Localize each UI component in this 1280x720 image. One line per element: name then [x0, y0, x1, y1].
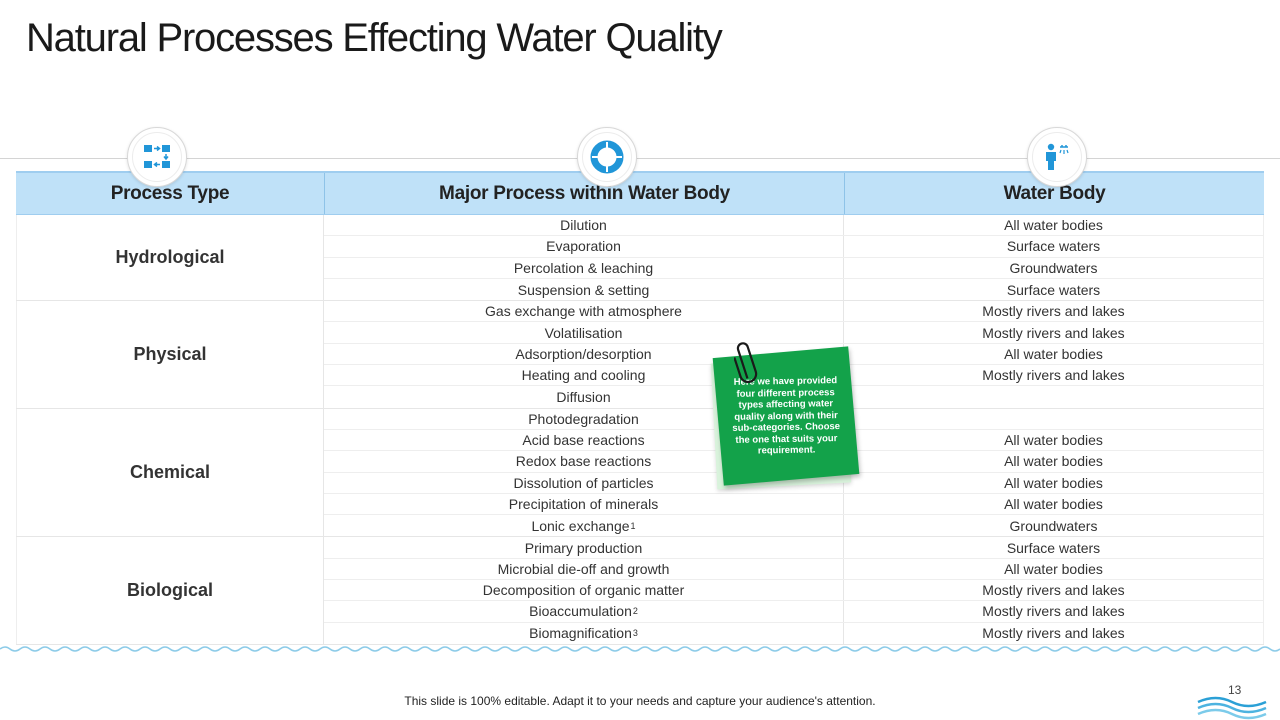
table-row: Decomposition of organic matter Mostly ri…	[324, 580, 1264, 602]
footer-text: This slide is 100% editable. Adapt it to…	[404, 694, 876, 708]
water-body-cell: Mostly rivers and lakes	[844, 322, 1264, 343]
table-body: Hydrological Dilution All water bodies Evap…	[16, 215, 1264, 645]
process-cell: Evaporation	[324, 236, 844, 257]
water-body-cell: All water bodies	[844, 429, 1264, 451]
table-row: Precipitation of minerals All water bodie…	[324, 493, 1264, 516]
process-cell: Volatilisation	[324, 322, 844, 343]
group-rows: Gas exchange with atmosphere Mostly river…	[324, 301, 1264, 408]
person-water-icon	[1027, 127, 1087, 187]
table-row: Percolation & leaching Groundwaters	[324, 257, 1264, 279]
water-body-cell: Mostly rivers and lakes	[844, 580, 1264, 601]
wave-logo-icon	[1197, 696, 1267, 720]
table-row: Suspension & setting Surface waters	[324, 278, 1264, 301]
process-cell: Lonic exchange 1	[324, 515, 844, 537]
process-cell: Percolation & leaching	[324, 257, 844, 278]
process-name: Adsorption/desorption	[515, 345, 652, 362]
process-name: Redox base reactions	[515, 453, 652, 470]
water-body-cell: Groundwaters	[844, 515, 1264, 537]
process-cell: Suspension & setting	[324, 278, 844, 301]
water-body-cell: Mostly rivers and lakes	[844, 622, 1264, 644]
water-body-cell: Mostly rivers and lakes	[844, 365, 1264, 386]
water-body-cell: Surface waters	[844, 537, 1264, 558]
table-row: Gas exchange with atmosphere Mostly river…	[324, 301, 1264, 323]
process-cell: Primary production	[324, 537, 844, 558]
water-body-cell: Mostly rivers and lakes	[844, 301, 1264, 322]
process-name: Bioaccumulation	[529, 603, 632, 620]
process-cell: Dilution	[324, 215, 844, 236]
water-quality-table: Process Type Major Process within Water …	[16, 171, 1264, 645]
process-name: Microbial die-off and growth	[497, 560, 670, 577]
header-process-type: Process Type	[110, 182, 230, 204]
process-name: Dissolution of particles	[513, 474, 654, 491]
group-physical: Physical Gas exchange with atmosphere Most…	[16, 301, 1264, 409]
table-row: Evaporation Surface waters	[324, 236, 1264, 258]
process-cell: Bioaccumulation 2	[324, 601, 844, 622]
water-body-cell: All water bodies	[844, 451, 1264, 472]
header-water-body: Water Body	[844, 173, 1264, 214]
table-row: Primary production Surface waters	[324, 537, 1264, 559]
sticky-note-text: Here we have provided four different pro…	[732, 374, 841, 457]
table-row: Volatilisation Mostly rivers and lakes	[324, 322, 1264, 344]
group-rows: Dilution All water bodies Evaporation Surfa…	[324, 215, 1264, 301]
process-type-label: Chemical	[16, 408, 324, 537]
water-body-cell: Mostly rivers and lakes	[844, 601, 1264, 622]
water-body-cell: Surface waters	[844, 236, 1264, 257]
group-hydrological: Hydrological Dilution All water bodies Evap…	[16, 215, 1264, 302]
process-name: Biomagnification	[529, 625, 632, 642]
wave-divider	[0, 646, 1280, 652]
table-row: Biomagnification 3 Mostly rivers and lakes	[324, 622, 1264, 644]
process-name: Photodegradation	[528, 410, 639, 427]
group-rows: Primary production Surface waters Microbia…	[324, 537, 1264, 644]
process-name: Evaporation	[546, 238, 621, 255]
water-body-cell: Surface waters	[844, 278, 1264, 301]
process-flow-icon	[127, 127, 187, 187]
process-cell: Biomagnification 3	[324, 622, 844, 644]
water-body-cell: All water bodies	[844, 343, 1264, 365]
process-type-label: Biological	[16, 537, 324, 644]
process-cell: Gas exchange with atmosphere	[324, 301, 844, 322]
water-body-cell	[844, 408, 1264, 429]
water-body-cell: All water bodies	[844, 215, 1264, 236]
water-body-cell: All water bodies	[844, 493, 1264, 515]
process-cell: Decomposition of organic matter	[324, 580, 844, 601]
page-number: 13	[1228, 683, 1242, 697]
table-row: Dissolution of particles All water bodies	[324, 472, 1264, 494]
paperclip-icon	[734, 342, 758, 384]
process-cell: Precipitation of minerals	[324, 493, 844, 515]
process-name: Lonic exchange	[531, 517, 630, 534]
water-body-cell: All water bodies	[844, 472, 1264, 493]
process-name: Diffusion	[556, 389, 611, 406]
process-name: Primary production	[524, 539, 643, 556]
table-row: Dilution All water bodies	[324, 215, 1264, 237]
slide-title: Natural Processes Effecting Water Qualit…	[26, 16, 723, 60]
process-name: Heating and cooling	[521, 367, 646, 384]
process-cell: Microbial die-off and growth	[324, 558, 844, 580]
process-type-label: Physical	[16, 301, 324, 408]
table-row: Lonic exchange 1 Groundwaters	[324, 515, 1264, 537]
sticky-note: Here we have provided four different pro…	[710, 342, 860, 490]
table-header: Process Type Major Process within Water …	[16, 171, 1264, 215]
process-name: Percolation & leaching	[513, 259, 654, 276]
process-name: Dilution	[560, 217, 607, 234]
table-row: Bioaccumulation 2 Mostly rivers and lakes	[324, 601, 1264, 623]
process-name: Suspension & setting	[517, 281, 650, 298]
process-type-label: Hydrological	[16, 215, 324, 301]
water-body-cell: All water bodies	[844, 558, 1264, 580]
process-name: Gas exchange with atmosphere	[485, 303, 682, 320]
water-body-cell	[844, 386, 1264, 408]
water-body-cell: Groundwaters	[844, 257, 1264, 278]
cycle-icon	[577, 127, 637, 187]
group-biological: Biological Primary production Surface wate…	[16, 537, 1264, 645]
header-major-process: Major Process within Water Body	[324, 173, 844, 214]
table-row: Microbial die-off and growth All water bo…	[324, 558, 1264, 581]
header-divider-line	[0, 158, 1280, 159]
process-name: Decomposition of organic matter	[482, 582, 685, 599]
process-name: Acid base reactions	[522, 432, 645, 449]
group-chemical: Chemical Photodegradation Acid base reacti…	[16, 408, 1264, 538]
process-name: Precipitation of minerals	[508, 496, 659, 512]
process-name: Volatilisation	[544, 324, 623, 341]
